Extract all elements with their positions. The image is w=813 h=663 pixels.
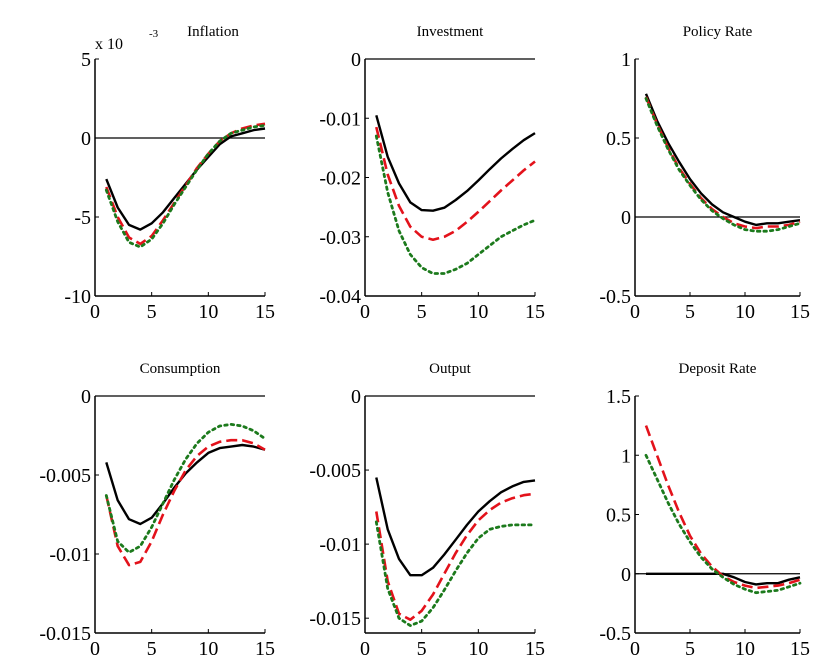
x-tick-label: 0 <box>90 301 100 323</box>
panel-title: Deposit Rate <box>679 361 757 377</box>
y-tick-label: 0.5 <box>606 505 631 527</box>
axis-multiplier-label: x 10 <box>95 36 123 53</box>
y-tick-label: 0.5 <box>606 128 631 150</box>
panel-4: 0 5 10 15 -0.015 -0.01 -0.005 0 Output <box>309 361 545 660</box>
x-tick-label: 10 <box>468 638 488 660</box>
y-tick-label: -0.015 <box>39 623 91 645</box>
y-tick-label: 0 <box>351 386 361 408</box>
y-tick-label: -5 <box>74 207 91 229</box>
y-tick-label: 0 <box>621 564 631 586</box>
panel-0: 0 5 10 15 -10 -5 0 5 Inflation x 10 -3 <box>64 24 275 323</box>
y-tick-label: 0 <box>81 386 91 408</box>
y-tick-label: -0.01 <box>49 544 91 566</box>
series-line-0 <box>375 114 536 212</box>
series-line-2 <box>374 520 537 627</box>
x-tick-label: 15 <box>790 301 810 323</box>
x-tick-label: 15 <box>255 638 275 660</box>
x-tick-label: 5 <box>685 638 695 660</box>
y-tick-label: -0.5 <box>599 286 631 308</box>
y-tick-label: 0 <box>621 207 631 229</box>
series-line-0 <box>646 572 801 586</box>
axis-multiplier-exponent: -3 <box>149 28 159 40</box>
series-line-1 <box>375 126 536 241</box>
x-tick-label: 10 <box>198 301 218 323</box>
y-tick-label: 1 <box>621 49 631 71</box>
x-tick-label: 15 <box>525 301 545 323</box>
series-line-2 <box>104 124 267 249</box>
y-tick-label: -0.03 <box>319 227 361 249</box>
x-tick-label: 0 <box>630 301 640 323</box>
x-tick-label: 10 <box>735 301 755 323</box>
y-tick-label: -0.015 <box>309 608 361 630</box>
y-tick-label: 0 <box>351 49 361 71</box>
panel-title: Output <box>429 361 472 377</box>
x-tick-label: 5 <box>685 301 695 323</box>
x-tick-label: 15 <box>790 638 810 660</box>
x-tick-label: 5 <box>147 638 157 660</box>
series-line-0 <box>375 477 536 577</box>
y-tick-label: 1.5 <box>606 386 631 408</box>
y-tick-label: 5 <box>81 49 91 71</box>
series-line-2 <box>374 134 537 275</box>
x-tick-label: 15 <box>255 301 275 323</box>
panel-1: 0 5 10 15 -0.04 -0.03 -0.02 -0.01 0 Investment <box>319 24 545 323</box>
y-tick-label: -0.005 <box>309 460 361 482</box>
x-tick-label: 5 <box>417 638 427 660</box>
series-line-1 <box>644 425 801 590</box>
x-tick-label: 0 <box>630 638 640 660</box>
x-tick-label: 10 <box>468 301 488 323</box>
y-tick-label: -0.02 <box>319 168 361 190</box>
x-tick-label: 5 <box>417 301 427 323</box>
x-tick-label: 15 <box>525 638 545 660</box>
series-line-2 <box>104 422 267 554</box>
panel-title: Consumption <box>140 361 221 377</box>
x-tick-label: 0 <box>360 301 370 323</box>
x-tick-label: 0 <box>360 638 370 660</box>
y-tick-label: 1 <box>621 445 631 467</box>
panel-title: Policy Rate <box>683 24 753 40</box>
series-line-1 <box>375 492 536 622</box>
y-tick-label: -0.01 <box>319 534 361 556</box>
panel-title: Investment <box>417 24 484 40</box>
y-tick-label: 0 <box>81 128 91 150</box>
x-tick-label: 5 <box>147 301 157 323</box>
panel-title: Inflation <box>187 24 239 40</box>
y-tick-label: -0.04 <box>319 286 361 308</box>
y-tick-label: -0.01 <box>319 108 361 130</box>
y-tick-label: -0.5 <box>599 623 631 645</box>
series-line-0 <box>644 93 801 227</box>
series-line-0 <box>105 127 266 231</box>
series-line-2 <box>644 97 802 233</box>
series-line-0 <box>105 443 266 526</box>
series-line-2 <box>644 453 802 595</box>
x-tick-label: 10 <box>198 638 218 660</box>
panel-3: 0 5 10 15 -0.015 -0.01 -0.005 0 Consumption <box>39 361 275 660</box>
y-tick-label: -10 <box>64 286 91 308</box>
x-tick-label: 10 <box>735 638 755 660</box>
series-line-1 <box>644 96 801 230</box>
x-tick-label: 0 <box>90 638 100 660</box>
y-tick-label: -0.005 <box>39 465 91 487</box>
